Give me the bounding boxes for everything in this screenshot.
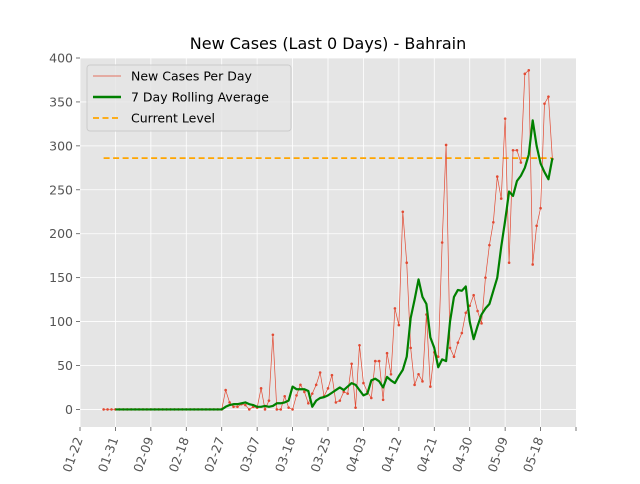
data-point-daily bbox=[385, 351, 389, 355]
data-point-daily bbox=[350, 362, 353, 366]
data-point-daily bbox=[295, 394, 298, 397]
legend: New Cases Per Day 7 Day Rolling Average … bbox=[86, 64, 292, 132]
data-point-daily bbox=[456, 341, 460, 344]
data-point-daily bbox=[267, 399, 271, 402]
data-point-daily bbox=[499, 197, 503, 200]
data-point-daily bbox=[503, 117, 507, 120]
legend-label-rolling: 7 Day Rolling Average bbox=[131, 90, 269, 105]
y-tick-label: 100 bbox=[49, 314, 73, 329]
data-point-daily bbox=[523, 72, 527, 76]
data-point-daily bbox=[389, 372, 393, 376]
data-point-daily bbox=[397, 323, 401, 327]
data-point-daily bbox=[314, 383, 318, 387]
data-point-daily bbox=[106, 408, 109, 411]
data-point-daily bbox=[338, 399, 342, 402]
data-point-daily bbox=[495, 175, 499, 178]
data-point-daily bbox=[102, 408, 105, 411]
legend-label-daily: New Cases Per Day bbox=[131, 69, 252, 84]
data-point-daily bbox=[283, 394, 286, 398]
data-point-daily bbox=[539, 206, 542, 210]
data-point-daily bbox=[228, 401, 231, 404]
data-point-daily bbox=[444, 143, 448, 147]
data-point-daily bbox=[370, 396, 373, 400]
data-point-daily bbox=[429, 385, 432, 388]
data-point-daily bbox=[401, 210, 405, 214]
data-point-daily bbox=[519, 161, 523, 164]
data-point-daily bbox=[334, 401, 338, 404]
data-point-daily bbox=[346, 392, 349, 395]
series-layer bbox=[102, 69, 554, 411]
y-tick-label: 0 bbox=[65, 402, 73, 417]
series-line-rolling-average bbox=[115, 119, 554, 411]
data-point-daily bbox=[342, 390, 346, 394]
data-point-daily bbox=[271, 333, 275, 337]
y-tick-label: 400 bbox=[49, 51, 73, 66]
data-point-daily bbox=[326, 387, 330, 390]
data-point-daily bbox=[373, 359, 377, 363]
data-point-daily bbox=[421, 380, 424, 383]
data-point-daily bbox=[330, 373, 334, 377]
data-point-daily bbox=[452, 355, 456, 359]
data-point-daily bbox=[110, 408, 113, 411]
data-point-daily bbox=[393, 307, 397, 310]
data-point-daily bbox=[472, 293, 475, 297]
y-tick-label: 150 bbox=[49, 270, 73, 285]
data-point-daily bbox=[263, 408, 267, 411]
data-point-daily bbox=[511, 148, 515, 152]
data-point-daily bbox=[460, 331, 464, 335]
chart-title: New Cases (Last 0 Days) - Bahrain bbox=[190, 34, 467, 53]
data-point-daily bbox=[307, 401, 310, 405]
data-point-daily bbox=[417, 372, 420, 376]
data-point-daily bbox=[236, 405, 239, 409]
data-point-daily bbox=[358, 343, 361, 347]
data-point-daily bbox=[527, 69, 531, 72]
data-point-daily bbox=[247, 408, 251, 411]
legend-label-current: Current Level bbox=[131, 111, 215, 126]
legend-box bbox=[86, 64, 292, 132]
data-point-daily bbox=[354, 406, 357, 409]
data-point-daily bbox=[448, 346, 452, 350]
data-point-daily bbox=[224, 388, 227, 392]
data-point-daily bbox=[492, 220, 495, 224]
y-tick-label: 300 bbox=[49, 138, 73, 153]
data-point-daily bbox=[318, 371, 322, 374]
data-point-daily bbox=[362, 381, 365, 385]
data-point-daily bbox=[381, 398, 385, 402]
data-point-daily bbox=[464, 311, 468, 315]
data-point-daily bbox=[488, 243, 491, 247]
data-point-daily bbox=[507, 261, 511, 265]
data-point-daily bbox=[480, 322, 483, 325]
data-point-daily bbox=[543, 102, 546, 105]
data-point-daily bbox=[531, 263, 534, 266]
data-point-daily bbox=[413, 383, 416, 387]
y-tick-label: 50 bbox=[57, 358, 73, 373]
data-point-daily bbox=[476, 309, 479, 313]
y-tick-label: 250 bbox=[49, 182, 73, 197]
data-point-daily bbox=[299, 383, 302, 387]
data-point-daily bbox=[279, 408, 283, 411]
data-point-daily bbox=[484, 276, 487, 279]
data-point-daily bbox=[405, 261, 409, 265]
data-point-daily bbox=[535, 224, 538, 228]
data-point-daily bbox=[515, 148, 519, 152]
data-point-daily bbox=[310, 392, 314, 395]
data-point-daily bbox=[287, 406, 290, 409]
data-point-daily bbox=[440, 241, 444, 244]
data-point-daily bbox=[232, 405, 235, 409]
data-point-daily bbox=[377, 359, 381, 363]
data-point-daily bbox=[244, 403, 247, 407]
data-point-daily bbox=[259, 387, 263, 390]
data-point-daily bbox=[291, 408, 294, 411]
y-tick-label: 350 bbox=[49, 94, 73, 109]
data-point-daily bbox=[275, 408, 279, 411]
y-tick-label: 200 bbox=[49, 226, 73, 241]
data-point-daily bbox=[409, 346, 412, 350]
data-point-daily bbox=[303, 390, 306, 394]
data-point-daily bbox=[436, 355, 440, 359]
data-point-daily bbox=[547, 95, 550, 98]
grid-lines bbox=[79, 57, 576, 427]
